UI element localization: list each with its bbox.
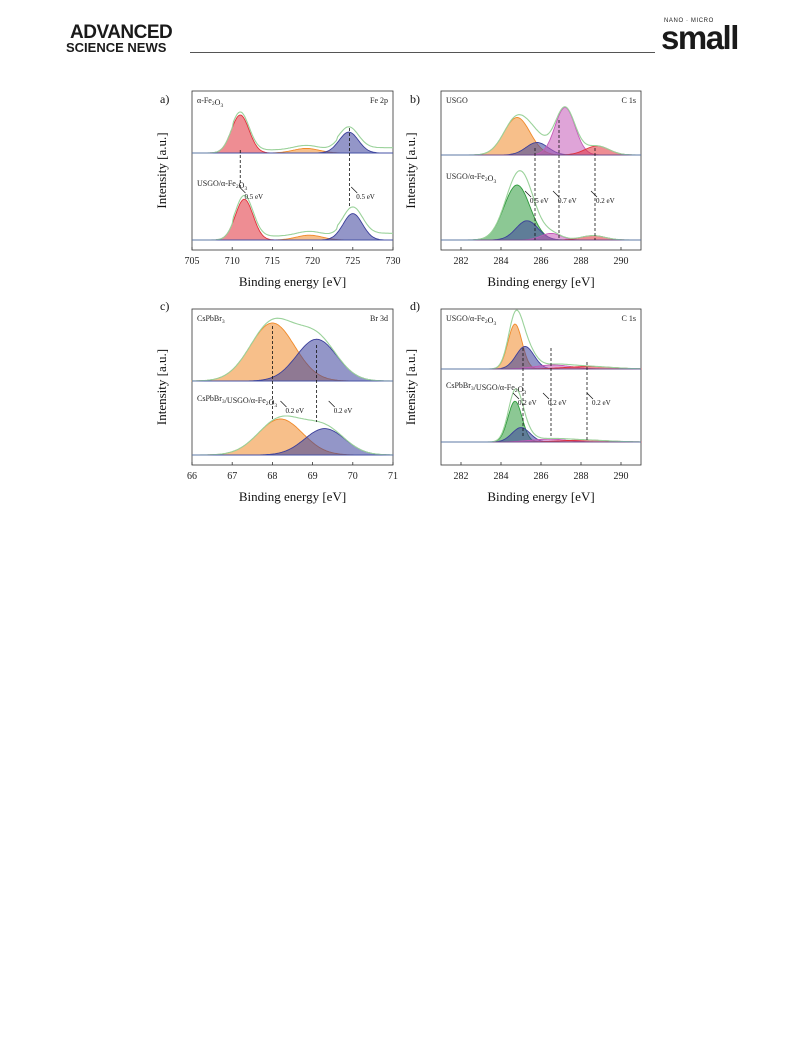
spectrum-bottom: CsPbBr3/USGO/α-Fe2O3	[441, 381, 642, 443]
x-tick-label: 284	[494, 471, 509, 482]
journal-logo: small	[661, 19, 739, 56]
shift-value: 0.5 eV	[244, 193, 263, 201]
chart-panel-a: a) Fe 2p Intensity [a.u.] Binding energy [e…	[154, 90, 401, 289]
shift-arrow	[350, 186, 358, 194]
fit-envelope	[441, 388, 641, 443]
publisher-logo-bottom: SCIENCE NEWS	[66, 40, 167, 55]
shift-value: 0.5 eV	[356, 193, 375, 201]
chart-panel-b: b) C 1s Intensity [a.u.] Binding energy [eV…	[403, 90, 642, 289]
fit-envelope	[192, 111, 393, 154]
shift-value: 0.5 eV	[530, 197, 549, 205]
spectrum-label: CsPbBr3/USGO/α-Fe2O3	[446, 381, 526, 396]
y-axis-label: Intensity [a.u.]	[403, 349, 418, 425]
shift-arrow	[512, 392, 520, 400]
spectrum-bottom: USGO/α-Fe2O3	[441, 170, 641, 241]
x-tick-label: 69	[308, 471, 318, 482]
x-tick-label: 290	[614, 471, 629, 482]
spectrum-label: α-Fe2O3	[197, 96, 223, 109]
core-level-label: Br 3d	[370, 314, 388, 323]
shift-arrow	[239, 186, 246, 194]
spectrum-label: USGO/α-Fe2O3	[197, 179, 247, 192]
panel-label: d)	[410, 299, 420, 313]
shift-value: 0.2 eV	[285, 407, 304, 415]
x-tick-label: 720	[305, 256, 320, 267]
fitted-peak-green	[441, 400, 641, 443]
x-tick-label: 705	[185, 256, 200, 267]
x-tick-label: 70	[348, 471, 358, 482]
panel-label: b)	[410, 92, 420, 106]
x-axis-label: Binding energy [eV]	[487, 489, 594, 504]
panel-label: a)	[160, 92, 169, 106]
journal-header: ADVANCED SCIENCE NEWS small NANO · MICRO	[0, 0, 793, 60]
plot-frame	[440, 90, 642, 251]
spectrum-label: CsPbBr3	[197, 314, 225, 325]
plot-frame	[191, 308, 394, 466]
x-tick-label: 282	[454, 471, 469, 482]
shift-value: 0.2 eV	[334, 407, 353, 415]
x-axis-label: Binding energy [eV]	[239, 274, 346, 289]
x-tick-label: 71	[388, 471, 398, 482]
shift-value: 0.2 eV	[548, 399, 567, 407]
x-tick-label: 284	[494, 256, 509, 267]
shift-arrow	[552, 190, 560, 198]
x-tick-label: 288	[574, 256, 589, 267]
x-tick-label: 730	[386, 256, 401, 267]
x-tick-label: 67	[227, 471, 237, 482]
plot-frame	[191, 90, 394, 251]
y-axis-label: Intensity [a.u.]	[403, 132, 418, 208]
shift-arrow	[328, 400, 335, 408]
spectrum-top: α-Fe2O3	[192, 96, 393, 154]
shift-value: 0.2 eV	[518, 399, 537, 407]
x-tick-label: 290	[614, 256, 629, 267]
x-tick-label: 715	[265, 256, 280, 267]
x-tick-label: 282	[454, 256, 469, 267]
shift-arrow	[524, 190, 532, 198]
journal-logo-caption: NANO · MICRO	[664, 18, 714, 24]
shift-value: 0.7 eV	[558, 197, 577, 205]
x-tick-label: 68	[267, 471, 277, 482]
y-axis-label: Intensity [a.u.]	[154, 349, 169, 425]
x-tick-label: 286	[534, 256, 549, 267]
spectrum-label: USGO	[446, 96, 468, 105]
publisher-logo-top: ADVANCED	[70, 22, 173, 43]
x-tick-label: 286	[534, 471, 549, 482]
shift-arrow	[280, 400, 287, 408]
spectrum-bottom: CsPbBr3/USGO/α-Fe2O3	[192, 394, 394, 456]
shift-value: 0.2 eV	[596, 197, 615, 205]
fit-envelope	[192, 415, 393, 456]
fit-envelope	[192, 194, 393, 241]
spectrum-label: USGO/α-Fe2O3	[446, 314, 496, 327]
x-tick-label: 725	[345, 256, 360, 267]
shift-arrow	[590, 190, 598, 198]
chart-panel-d: d) C 1s Intensity [a.u.] Binding energy [eV…	[403, 299, 642, 504]
x-tick-label: 66	[187, 471, 197, 482]
spectrum-label: USGO/α-Fe2O3	[446, 172, 496, 185]
shift-arrow	[586, 392, 594, 400]
spectrum-bottom: USGO/α-Fe2O3	[192, 179, 393, 241]
x-axis-label: Binding energy [eV]	[487, 274, 594, 289]
spectrum-top: CsPbBr3	[191, 314, 393, 382]
panel-label: c)	[160, 299, 169, 313]
x-tick-label: 288	[574, 471, 589, 482]
core-level-label: C 1s	[622, 314, 636, 323]
core-level-label: C 1s	[622, 96, 636, 105]
spectrum-top: USGO	[441, 96, 641, 156]
y-axis-label: Intensity [a.u.]	[154, 132, 169, 208]
x-axis-label: Binding energy [eV]	[239, 489, 346, 504]
chart-panel-c: c) Br 3d Intensity [a.u.] Binding energy [e…	[154, 299, 398, 504]
spectrum-label: CsPbBr3/USGO/α-Fe2O3	[197, 394, 277, 409]
fit-envelope	[192, 317, 393, 382]
shift-arrow	[542, 392, 550, 400]
x-tick-label: 710	[225, 256, 240, 267]
fitted-peak-orange	[441, 323, 641, 370]
header-rule	[190, 52, 655, 53]
shift-value: 0.2 eV	[592, 399, 611, 407]
spectrum-top: USGO/α-Fe2O3	[441, 309, 642, 370]
core-level-label: Fe 2p	[370, 96, 388, 105]
